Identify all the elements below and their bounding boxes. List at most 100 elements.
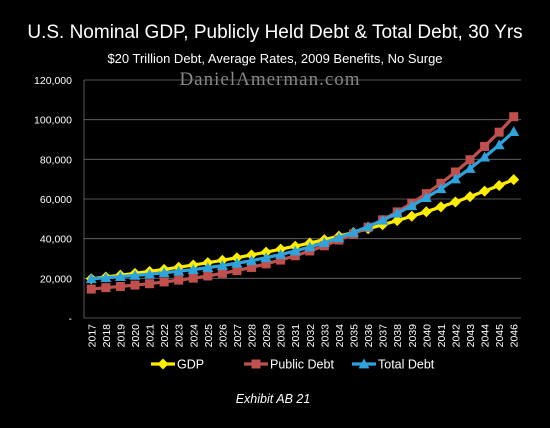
data-point-total-debt (129, 269, 141, 280)
legend-label-gdp: GDP (177, 358, 204, 372)
data-point-public-debt (217, 268, 227, 278)
data-point-total-debt (289, 245, 301, 256)
data-point-total-debt (391, 207, 403, 218)
x-tick-label: 2018 (101, 324, 113, 348)
legend-marker-gdp (157, 358, 169, 370)
data-point-total-debt (260, 252, 272, 263)
data-point-gdp (246, 249, 258, 261)
data-point-total-debt (347, 226, 359, 237)
data-point-gdp (435, 201, 447, 213)
x-tick-label: 2024 (188, 324, 200, 348)
data-point-total-debt (406, 200, 418, 211)
y-tick-label: 40,000 (40, 234, 72, 246)
chart-subtitle: $20 Trillion Debt, Average Rates, 2009 B… (107, 51, 442, 66)
data-point-total-debt (246, 255, 258, 266)
x-tick-label: 2030 (276, 324, 288, 348)
legend-label-total-debt: Total Debt (378, 358, 435, 372)
x-axis: 2017 2018 2019 2020 2021 2022 2023 2024 2025 2026… (84, 317, 521, 348)
data-point-gdp (406, 210, 418, 222)
legend-marker-total-debt (358, 358, 370, 369)
data-point-public-debt (188, 273, 198, 283)
data-point-total-debt (508, 126, 520, 136)
x-tick-label: 2033 (319, 324, 331, 348)
data-point-public-debt (494, 127, 504, 137)
y-tick-label: 80,000 (40, 154, 72, 166)
x-tick-label: 2020 (130, 324, 142, 348)
x-tick-label: 2042 (450, 324, 462, 348)
data-point-total-debt (304, 241, 316, 252)
data-point-total-debt (362, 221, 374, 231)
legend-marker-public-debt (251, 359, 261, 369)
data-point-public-debt (509, 112, 519, 122)
x-tick-label: 2023 (174, 324, 186, 348)
x-tick-label: 2032 (305, 324, 317, 348)
data-point-public-debt (261, 259, 271, 269)
data-point-public-debt (232, 266, 242, 276)
data-point-total-debt (216, 260, 228, 271)
x-tick-label: 2037 (378, 324, 390, 348)
y-tick-label: 120,000 (34, 75, 72, 87)
data-point-total-debt (231, 257, 243, 268)
data-point-gdp (231, 252, 243, 264)
data-point-public-debt (174, 275, 184, 285)
series-gdp (85, 174, 520, 285)
data-point-gdp (493, 180, 505, 192)
data-point-public-debt (247, 262, 257, 272)
legend: GDP Public Debt Total Debt (151, 358, 435, 372)
x-tick-label: 2026 (217, 324, 229, 348)
data-point-total-debt (464, 162, 476, 173)
data-point-total-debt (435, 183, 447, 194)
x-tick-label: 2025 (203, 324, 215, 348)
gridlines (84, 79, 521, 279)
data-point-total-debt (420, 192, 432, 203)
x-tick-label: 2040 (421, 324, 433, 348)
x-tick-label: 2039 (407, 324, 419, 348)
exhibit-label: Exhibit AB 21 (236, 392, 311, 406)
x-tick-label: 2036 (363, 324, 375, 348)
legend-item-total-debt: Total Debt (352, 358, 435, 372)
x-tick-label: 2041 (436, 324, 448, 348)
legend-item-gdp: GDP (151, 358, 204, 372)
y-tick-label: 20,000 (40, 273, 72, 285)
data-point-public-debt (145, 279, 155, 289)
data-point-public-debt (86, 284, 96, 294)
data-point-total-debt (479, 151, 491, 162)
legend-item-public-debt: Public Debt (244, 358, 334, 372)
data-point-public-debt (130, 280, 140, 290)
x-tick-label: 2035 (348, 324, 360, 348)
x-tick-label: 2043 (465, 324, 477, 348)
data-point-gdp (391, 215, 403, 227)
data-point-total-debt (333, 232, 345, 243)
data-point-public-debt (290, 251, 300, 261)
data-point-gdp (449, 196, 461, 208)
x-tick-label: 2044 (480, 324, 492, 348)
x-tick-label: 2034 (334, 324, 346, 348)
series-line-gdp (91, 178, 515, 281)
data-point-total-debt (493, 139, 505, 150)
data-point-public-debt (480, 141, 490, 151)
data-point-total-debt (187, 264, 199, 275)
data-point-public-debt (159, 277, 169, 287)
y-axis: - 20,000 40,000 60,000 80,000 100,000 120,000 (34, 75, 85, 325)
data-point-total-debt (100, 272, 112, 283)
data-point-public-debt (276, 255, 286, 265)
data-point-gdp (508, 174, 520, 186)
data-point-total-debt (275, 249, 287, 259)
data-point-public-debt (115, 281, 125, 291)
chart-title: U.S. Nominal GDP, Publicly Held Debt & T… (27, 22, 522, 43)
x-tick-label: 2031 (290, 324, 302, 348)
x-tick-label: 2045 (494, 324, 506, 348)
series-total-debt (85, 126, 520, 284)
x-tick-label: 2019 (115, 324, 127, 348)
x-tick-label: 2046 (509, 324, 521, 348)
x-tick-label: 2022 (159, 324, 171, 348)
data-point-public-debt (465, 155, 475, 165)
data-point-public-debt (203, 271, 213, 281)
data-point-total-debt (144, 268, 156, 279)
x-tick-label: 2027 (232, 324, 244, 348)
data-point-total-debt (85, 273, 97, 284)
x-tick-label: 2038 (392, 324, 404, 348)
x-tick-label: 2029 (261, 324, 273, 348)
data-point-gdp (420, 206, 432, 218)
